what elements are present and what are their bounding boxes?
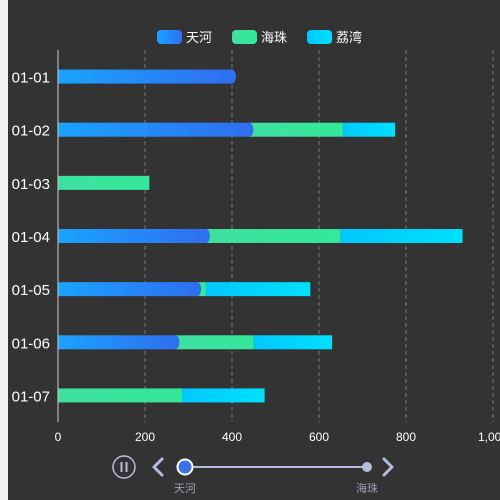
legend[interactable]: 天河 海珠 荔湾 — [157, 30, 362, 45]
bar-01-02-series-0[interactable] — [58, 122, 250, 137]
pause-bar — [125, 462, 128, 472]
bar-01-07-series-1[interactable] — [58, 388, 182, 403]
pause-icon — [112, 455, 136, 479]
y-tick-label: 01-05 — [12, 282, 50, 299]
bar-01-05-series-1[interactable] — [197, 282, 206, 297]
legend-item-2[interactable]: 荔湾 — [307, 30, 362, 45]
bar-01-01-series-0[interactable] — [58, 69, 232, 84]
x-tick-label: 0 — [55, 430, 62, 444]
legend-label: 海珠 — [261, 30, 287, 45]
timeline-node[interactable] — [362, 462, 372, 472]
bar-cap-01-05 — [193, 282, 202, 297]
bar-01-06-series-2[interactable] — [253, 335, 333, 350]
timeline-label: 海珠 — [356, 481, 378, 495]
bar-01-04-series-2[interactable] — [340, 229, 463, 243]
legend-swatch — [157, 30, 182, 44]
bar-cap-01-04 — [201, 229, 210, 243]
y-tick-label: 01-06 — [12, 335, 50, 352]
y-tick-label: 01-03 — [12, 176, 50, 193]
bar-01-04-series-0[interactable] — [58, 229, 206, 243]
bar-01-04-series-1[interactable] — [205, 229, 341, 243]
bar-01-02-series-1[interactable] — [249, 122, 343, 137]
bar-01-06-series-1[interactable] — [175, 335, 254, 350]
chevron-left-icon[interactable] — [152, 457, 164, 477]
bar-01-03-series-1[interactable] — [58, 175, 150, 190]
legend-swatch — [232, 30, 257, 44]
bar-cap-01-02 — [245, 122, 254, 137]
x-tick-label: 400 — [222, 430, 242, 444]
legend-item-1[interactable]: 海珠 — [232, 30, 287, 45]
legend-item-0[interactable]: 天河 — [157, 30, 212, 45]
timeline-label: 天河 — [174, 482, 196, 495]
y-tick-label: 01-04 — [12, 229, 50, 246]
x-tick-label: 1,000 — [478, 430, 500, 444]
x-tick-label: 800 — [396, 430, 416, 444]
x-tick-label: 200 — [135, 430, 155, 444]
y-tick-label: 01-02 — [12, 123, 50, 140]
bar-01-07-series-2[interactable] — [181, 388, 265, 403]
bar-01-02-series-2[interactable] — [342, 122, 396, 137]
bars — [58, 69, 463, 403]
play-pause-button[interactable] — [112, 455, 136, 479]
pause-bar — [120, 462, 123, 472]
chart-container: 01-01 01-02 01-03 01-04 01-05 01-06 01-07 0 200 4… — [8, 0, 500, 500]
timeline-current-handle[interactable] — [176, 458, 194, 476]
legend-label: 天河 — [186, 30, 212, 45]
bar-01-05-series-2[interactable] — [205, 282, 311, 297]
bar-01-06-series-0[interactable] — [58, 335, 176, 350]
axes: 01-01 01-02 01-03 01-04 01-05 01-06 01-07 0 200 4… — [12, 50, 500, 444]
timeline[interactable]: 天河 海珠 — [112, 455, 394, 495]
y-tick-label: 01-07 — [12, 388, 50, 405]
x-tick-label: 600 — [309, 430, 329, 444]
bar-chart: 01-01 01-02 01-03 01-04 01-05 01-06 01-07 0 200 4… — [12, 30, 500, 495]
y-tick-label: 01-01 — [12, 70, 50, 87]
legend-swatch — [307, 30, 332, 44]
legend-label: 荔湾 — [336, 30, 362, 45]
chevron-right-icon[interactable] — [382, 457, 394, 477]
bar-cap-01-06 — [171, 335, 180, 350]
bar-cap-01-01 — [228, 69, 236, 84]
bar-01-05-series-0[interactable] — [58, 282, 198, 297]
